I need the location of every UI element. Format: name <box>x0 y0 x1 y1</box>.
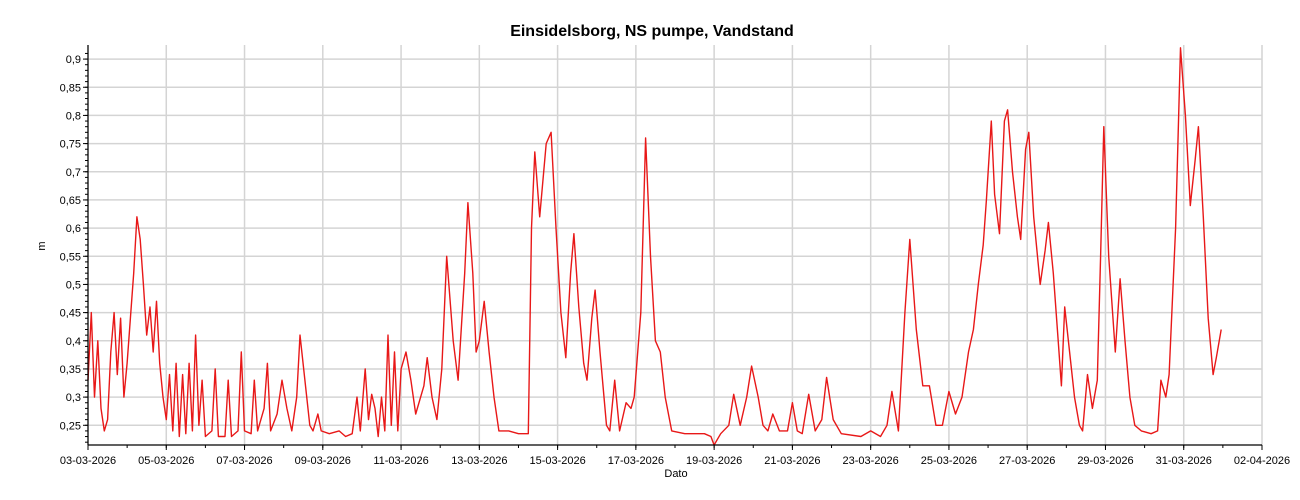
x-tick-label: 15-03-2026 <box>529 455 585 467</box>
x-tick-label: 27-03-2026 <box>999 455 1055 467</box>
x-tick-label: 11-03-2026 <box>373 455 428 467</box>
y-tick-label: 0,6 <box>66 223 81 235</box>
y-tick-label: 0,3 <box>66 392 81 404</box>
x-tick-label: 03-03-2026 <box>60 455 116 467</box>
x-tick-label: 23-03-2026 <box>843 455 899 467</box>
x-tick-label: 19-03-2026 <box>686 455 742 467</box>
y-tick-label: 0,9 <box>66 54 81 66</box>
series <box>87 47 1222 446</box>
y-tick-label: 0,85 <box>60 82 81 94</box>
y-ticks: 0,25 0,3 0,35 0,4 0,45 0,5 0,55 0,6 0,65 0,7 0,75 0… <box>60 52 88 443</box>
x-tick-label: 13-03-2026 <box>451 455 507 467</box>
y-tick-label: 0,5 <box>66 279 81 291</box>
x-tick-label: 17-03-2026 <box>608 455 664 467</box>
x-tick-label: 29-03-2026 <box>1077 455 1133 467</box>
y-tick-label: 0,25 <box>60 420 81 432</box>
series-line <box>87 47 1222 446</box>
x-tick-label: 21-03-2026 <box>764 455 820 467</box>
x-ticks: 03-03-2026 05-03-2026 07-03-2026 09-03-2026… <box>60 445 1290 467</box>
x-tick-label: 05-03-2026 <box>138 455 194 467</box>
x-tick-label: 25-03-2026 <box>921 455 977 467</box>
y-tick-label: 0,65 <box>60 195 81 207</box>
x-axis-label: Dato <box>664 468 687 480</box>
y-tick-label: 0,35 <box>60 364 81 376</box>
x-tick-label: 02-04-2026 <box>1234 455 1290 467</box>
y-tick-label: 0,4 <box>66 336 81 348</box>
y-tick-label: 0,45 <box>60 308 81 320</box>
y-axis-label: m <box>36 241 48 250</box>
y-tick-label: 0,55 <box>60 251 81 263</box>
y-tick-label: 0,7 <box>66 167 81 179</box>
grid <box>87 45 1263 445</box>
y-tick-label: 0,8 <box>66 110 81 122</box>
x-tick-label: 09-03-2026 <box>295 455 351 467</box>
x-tick-label: 07-03-2026 <box>216 455 272 467</box>
x-tick-label: 31-03-2026 <box>1156 455 1212 467</box>
y-tick-label: 0,75 <box>60 139 81 151</box>
chart-title: Einsidelsborg, NS pumpe, Vandstand <box>510 23 794 40</box>
